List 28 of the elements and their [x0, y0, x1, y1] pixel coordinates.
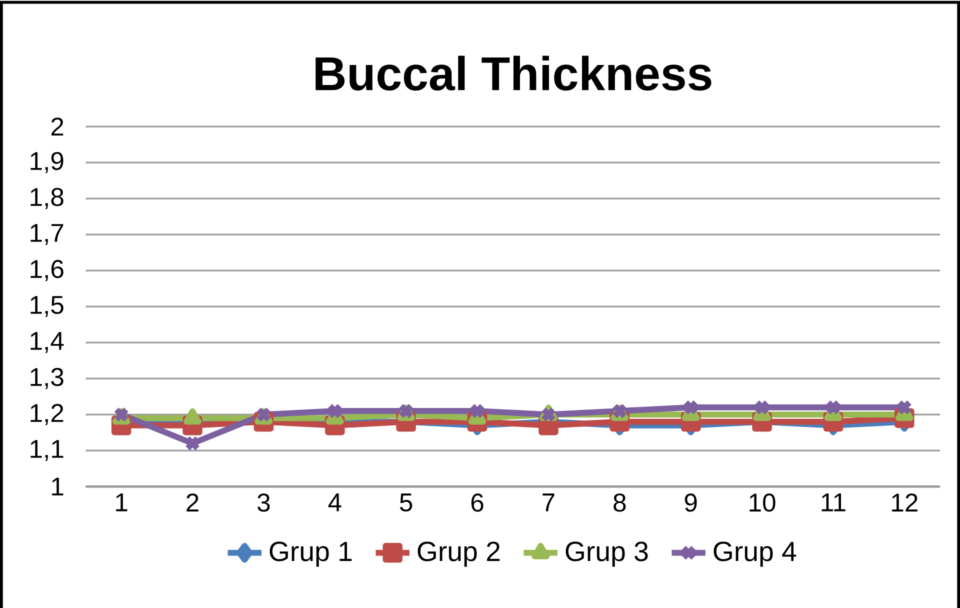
legend-label: Grup 3 — [566, 542, 648, 567]
x-tick-label: 11 — [822, 494, 846, 512]
x-tick-label: 3 — [258, 494, 270, 512]
x-tick-label: 7 — [542, 494, 554, 512]
x-tick-label: 10 — [750, 494, 776, 512]
legend-label: Grup 4 — [714, 542, 796, 567]
y-tick-label: 2 — [51, 118, 64, 136]
y-tick-label: 1,8 — [30, 188, 64, 210]
y-tick-label: 1,2 — [30, 404, 64, 426]
y-tick-label: 1,5 — [30, 296, 64, 318]
x-tick-label: 4 — [328, 494, 342, 512]
x-tick-label: 2 — [186, 494, 198, 512]
legend-label: Grup 2 — [418, 542, 500, 567]
x-tick-label: 5 — [400, 494, 412, 512]
x-tick-label: 8 — [614, 494, 626, 512]
y-tick-label: 1,6 — [30, 260, 64, 282]
y-tick-label: 1,4 — [30, 332, 64, 354]
x-tick-label: 9 — [684, 494, 697, 512]
y-tick-label: 1,7 — [30, 224, 64, 246]
y-tick-label: 1,3 — [30, 368, 64, 390]
x-tick-label: 6 — [471, 494, 484, 512]
y-tick-label: 1 — [52, 478, 64, 496]
legend-label: Grup 1 — [270, 542, 352, 567]
y-tick-label: 1,9 — [30, 152, 64, 174]
x-tick-label: 1 — [116, 494, 128, 512]
chart-title: Buccal Thickness — [316, 56, 712, 91]
x-tick-label: 12 — [892, 494, 918, 512]
y-tick-label: 1,1 — [30, 440, 64, 462]
